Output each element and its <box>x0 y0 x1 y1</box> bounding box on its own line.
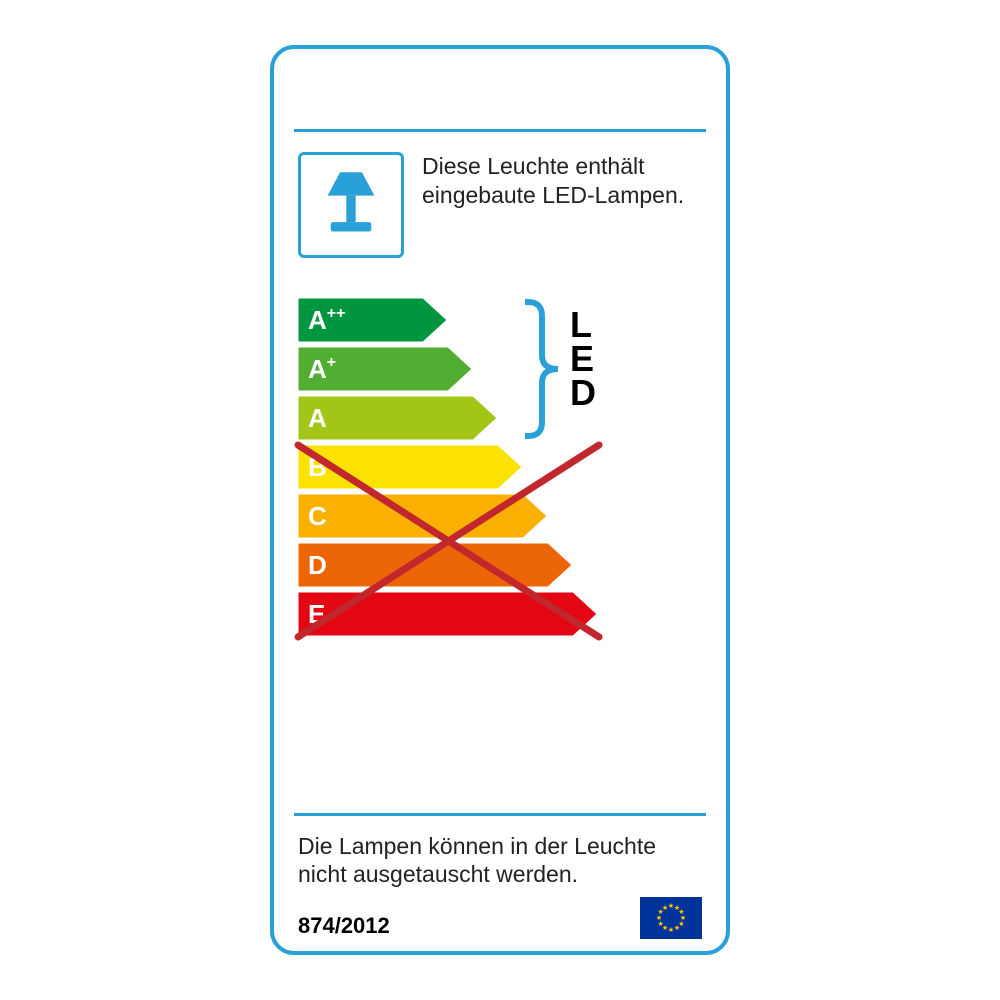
lamp-icon-box <box>298 152 404 258</box>
eu-flag: ★★★★★★★★★★★★ <box>640 897 702 939</box>
brace <box>524 298 564 445</box>
lamp-icon <box>312 166 390 244</box>
energy-arrows: A++ A+ A B C D <box>298 298 702 636</box>
top-description: Diese Leuchte enthält eingebaute LED-Lam… <box>422 152 702 258</box>
footer: 874/2012 ★★★★★★★★★★★★ <box>274 897 726 951</box>
energy-class-label: E <box>308 592 325 636</box>
energy-label: Diese Leuchte enthält eingebaute LED-Lam… <box>270 45 730 955</box>
bottom-description: Die Lampen können in der Leuchte nicht a… <box>298 832 702 890</box>
led-label: LED <box>570 308 596 411</box>
energy-class-label: D <box>308 543 327 587</box>
header-blank <box>274 49 726 129</box>
energy-class-label: A <box>308 396 327 440</box>
energy-arrow-row: A+ <box>298 347 702 391</box>
energy-arrow-row: D <box>298 543 702 587</box>
energy-arrow-row: C <box>298 494 702 538</box>
energy-chart: A++ A+ A B C D <box>274 268 726 813</box>
energy-class-label: A++ <box>308 298 345 342</box>
energy-arrow-row: E <box>298 592 702 636</box>
energy-class-label: A+ <box>308 347 336 391</box>
regulation-number: 874/2012 <box>298 913 390 939</box>
energy-class-label: B <box>308 445 327 489</box>
energy-arrow-row: A <box>298 396 702 440</box>
energy-class-label: C <box>308 494 327 538</box>
bottom-section: Die Lampen können in der Leuchte nicht a… <box>274 816 726 898</box>
top-section: Diese Leuchte enthält eingebaute LED-Lam… <box>274 132 726 268</box>
energy-arrow-row: B <box>298 445 702 489</box>
energy-arrow-row: A++ <box>298 298 702 342</box>
brace-icon <box>524 298 564 440</box>
